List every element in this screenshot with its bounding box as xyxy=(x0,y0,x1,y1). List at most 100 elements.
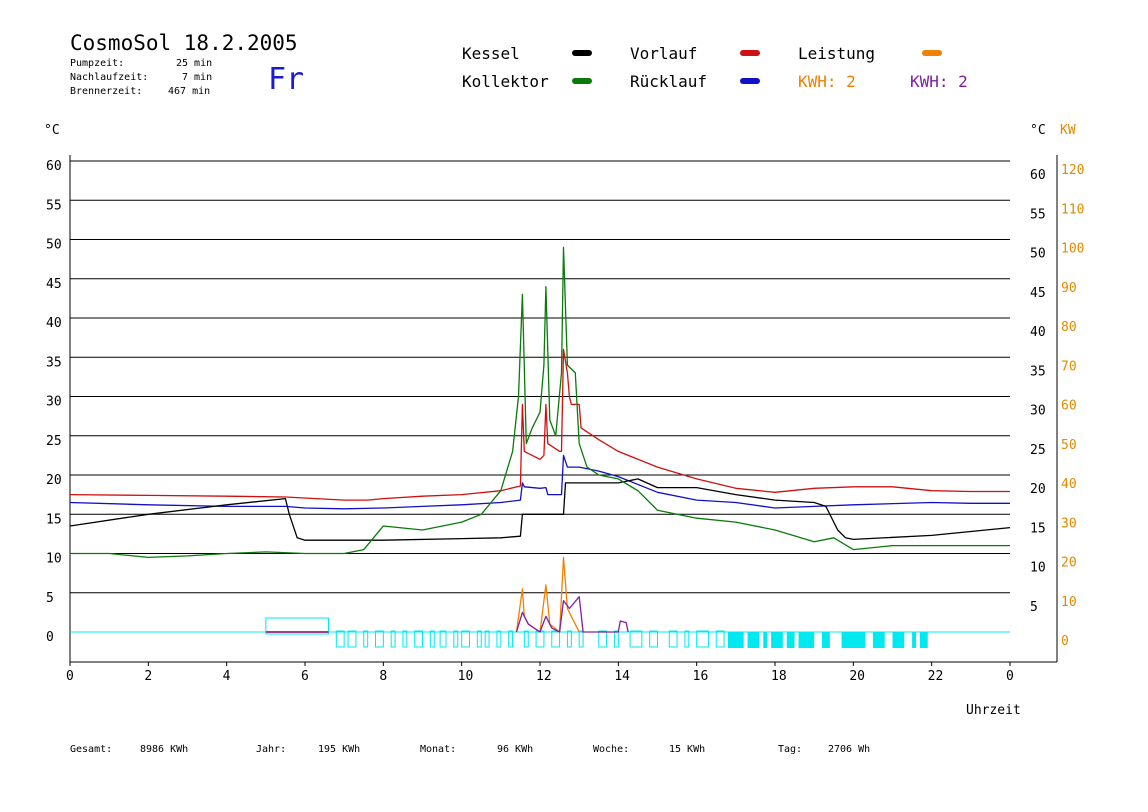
y-tick-right-kw: 50 xyxy=(1061,438,1077,453)
y-tick-right-c: 40 xyxy=(1030,325,1046,340)
pump-bar xyxy=(771,632,783,648)
x-tick-label: 0 xyxy=(66,669,74,684)
pump-outline-bar xyxy=(598,630,608,648)
footer-jahr-value: 195 KWh xyxy=(318,744,361,755)
pump-bar xyxy=(747,632,760,648)
pump-outline-bar xyxy=(535,630,545,648)
pump-outline-bar xyxy=(429,630,435,648)
pump-outline-bar xyxy=(476,630,482,648)
y-tick-right-kw: 90 xyxy=(1061,281,1077,296)
pump-bar xyxy=(763,632,768,648)
y-tick-right-c: 55 xyxy=(1030,207,1046,222)
x-tick-label: 0 xyxy=(1006,669,1014,684)
y-tick-right-c: 35 xyxy=(1030,364,1046,379)
y-tick-right-c: 20 xyxy=(1030,482,1046,497)
footer-woche-value: 15 KWh xyxy=(669,744,706,755)
pump-outline-bar xyxy=(375,630,384,648)
footer-gesamt-label: Gesamt: xyxy=(70,744,113,755)
pump-outline-bar xyxy=(496,630,502,648)
x-tick-label: 16 xyxy=(693,669,709,684)
stat-value-pump: 25 min xyxy=(176,58,213,69)
y-tick-left: 55 xyxy=(46,198,62,213)
legend-leistung-label: Leistung xyxy=(798,44,876,63)
kwh-line xyxy=(515,596,629,633)
y-tick-right-kw: 120 xyxy=(1061,163,1084,178)
y-tick-right-kw: 110 xyxy=(1061,202,1084,217)
pump-outline-bar xyxy=(523,630,529,648)
y-axis-label-right-kw: KW xyxy=(1060,123,1076,138)
y-tick-right-c: 45 xyxy=(1030,286,1046,301)
pump-outline-bar xyxy=(461,630,470,648)
x-tick-label: 10 xyxy=(458,669,474,684)
y-tick-left: 20 xyxy=(46,473,62,488)
y-axis-label-left: °C xyxy=(44,123,60,138)
y-tick-right-c: 25 xyxy=(1030,443,1046,458)
burner-bar xyxy=(265,617,330,635)
kessel-line xyxy=(69,478,1011,541)
pump-outline-bar xyxy=(668,630,678,648)
x-tick-label: 22 xyxy=(928,669,944,684)
legend-leistung-swatch xyxy=(922,50,942,56)
pump-outline-bar xyxy=(508,630,514,648)
pump-outline-bar xyxy=(696,630,709,648)
pump-outline-bar xyxy=(484,630,490,648)
footer-jahr-label: Jahr: xyxy=(256,744,287,755)
y-tick-right-kw: 40 xyxy=(1061,477,1077,492)
y-tick-left: 0 xyxy=(46,630,54,645)
stat-label-brenner: Brennerzeit: xyxy=(70,86,143,97)
stat-value-nachlauf: 7 min xyxy=(182,72,213,83)
legend-vorlauf-label: Vorlauf xyxy=(630,44,698,63)
y-tick-left: 30 xyxy=(46,395,62,410)
x-tick-label: 8 xyxy=(379,669,387,684)
footer-woche-label: Woche: xyxy=(593,744,630,755)
y-tick-right-kw: 30 xyxy=(1061,516,1077,531)
legend-ruecklauf-swatch xyxy=(740,78,760,84)
legend-vorlauf-swatch xyxy=(740,50,760,56)
pump-outline-bar xyxy=(578,630,584,648)
y-tick-right-kw: 0 xyxy=(1061,634,1069,649)
pump-outline-bar xyxy=(402,630,408,648)
y-tick-right-c: 50 xyxy=(1030,247,1046,262)
legend-kwh1-label: KWH: 2 xyxy=(798,72,856,91)
kollektor-line xyxy=(70,246,1010,559)
x-tick-label: 4 xyxy=(223,669,231,684)
pump-bar xyxy=(892,632,905,648)
x-tick-label: 14 xyxy=(614,669,630,684)
pump-outline-bar xyxy=(566,630,572,648)
x-tick-label: 20 xyxy=(849,669,865,684)
y-tick-right-kw: 80 xyxy=(1061,320,1077,335)
pump-outline-bar xyxy=(613,630,619,648)
legend-kollektor-swatch xyxy=(572,78,592,84)
pump-outline-bar xyxy=(649,630,659,648)
y-tick-left: 15 xyxy=(46,512,62,527)
legend-kollektor-label: Kollektor xyxy=(462,72,549,91)
pump-outline-bar xyxy=(684,630,690,648)
y-tick-right-kw: 70 xyxy=(1061,359,1077,374)
legend-kwh2-label: KWH: 2 xyxy=(910,72,968,91)
y-tick-left: 25 xyxy=(46,434,62,449)
x-tick-label: 6 xyxy=(301,669,309,684)
y-tick-right-kw: 60 xyxy=(1061,399,1077,414)
y-tick-right-c: 5 xyxy=(1030,600,1038,615)
x-tick-label: 2 xyxy=(144,669,152,684)
legend-kessel-swatch xyxy=(572,50,592,56)
y-tick-right-c: 60 xyxy=(1030,168,1046,183)
y-tick-left: 45 xyxy=(46,277,62,292)
pump-bar xyxy=(786,632,795,648)
pump-bar xyxy=(919,632,928,648)
pump-bar xyxy=(912,632,916,648)
pump-bar xyxy=(798,632,815,648)
footer-tag-label: Tag: xyxy=(778,744,803,755)
y-tick-right-kw: 10 xyxy=(1061,595,1077,610)
pump-outline-bar xyxy=(439,630,447,648)
y-tick-right-c: 15 xyxy=(1030,521,1046,536)
y-axis-label-right-c: °C xyxy=(1030,123,1046,138)
y-tick-left: 50 xyxy=(46,238,62,253)
x-tick-label: 12 xyxy=(536,669,552,684)
ruecklauf-line xyxy=(69,454,1010,510)
legend-kessel-label: Kessel xyxy=(462,44,520,63)
pump-outline-bar xyxy=(335,630,345,648)
pump-bar xyxy=(822,632,830,648)
leistung-line xyxy=(515,556,580,633)
